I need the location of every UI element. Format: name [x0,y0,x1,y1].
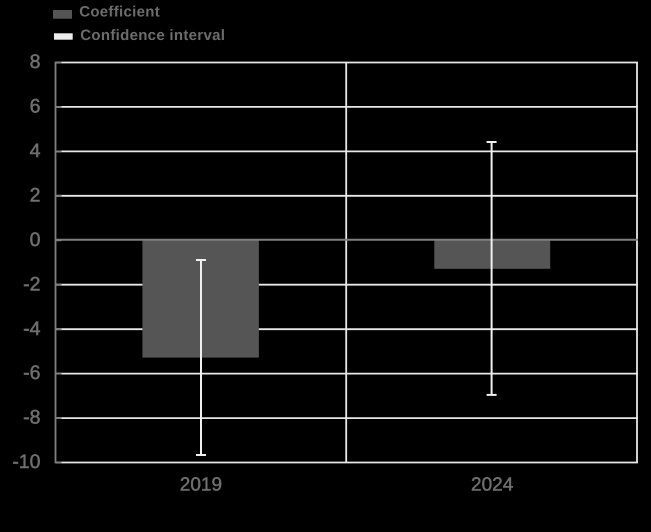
svg-text:2024: 2024 [471,474,514,495]
svg-text:4: 4 [30,140,41,162]
svg-text:-8: -8 [23,407,40,429]
svg-text:0: 0 [30,229,41,251]
svg-text:Confidence interval: Confidence interval [80,27,225,44]
svg-text:-2: -2 [23,273,40,295]
svg-text:2: 2 [30,184,41,206]
svg-text:2019: 2019 [180,474,222,495]
svg-text:8: 8 [30,51,41,73]
svg-text:-4: -4 [23,318,40,340]
svg-text:Coefficient: Coefficient [79,3,160,20]
svg-text:-6: -6 [23,362,40,384]
svg-text:-10: -10 [12,451,40,473]
svg-text:6: 6 [30,96,41,118]
